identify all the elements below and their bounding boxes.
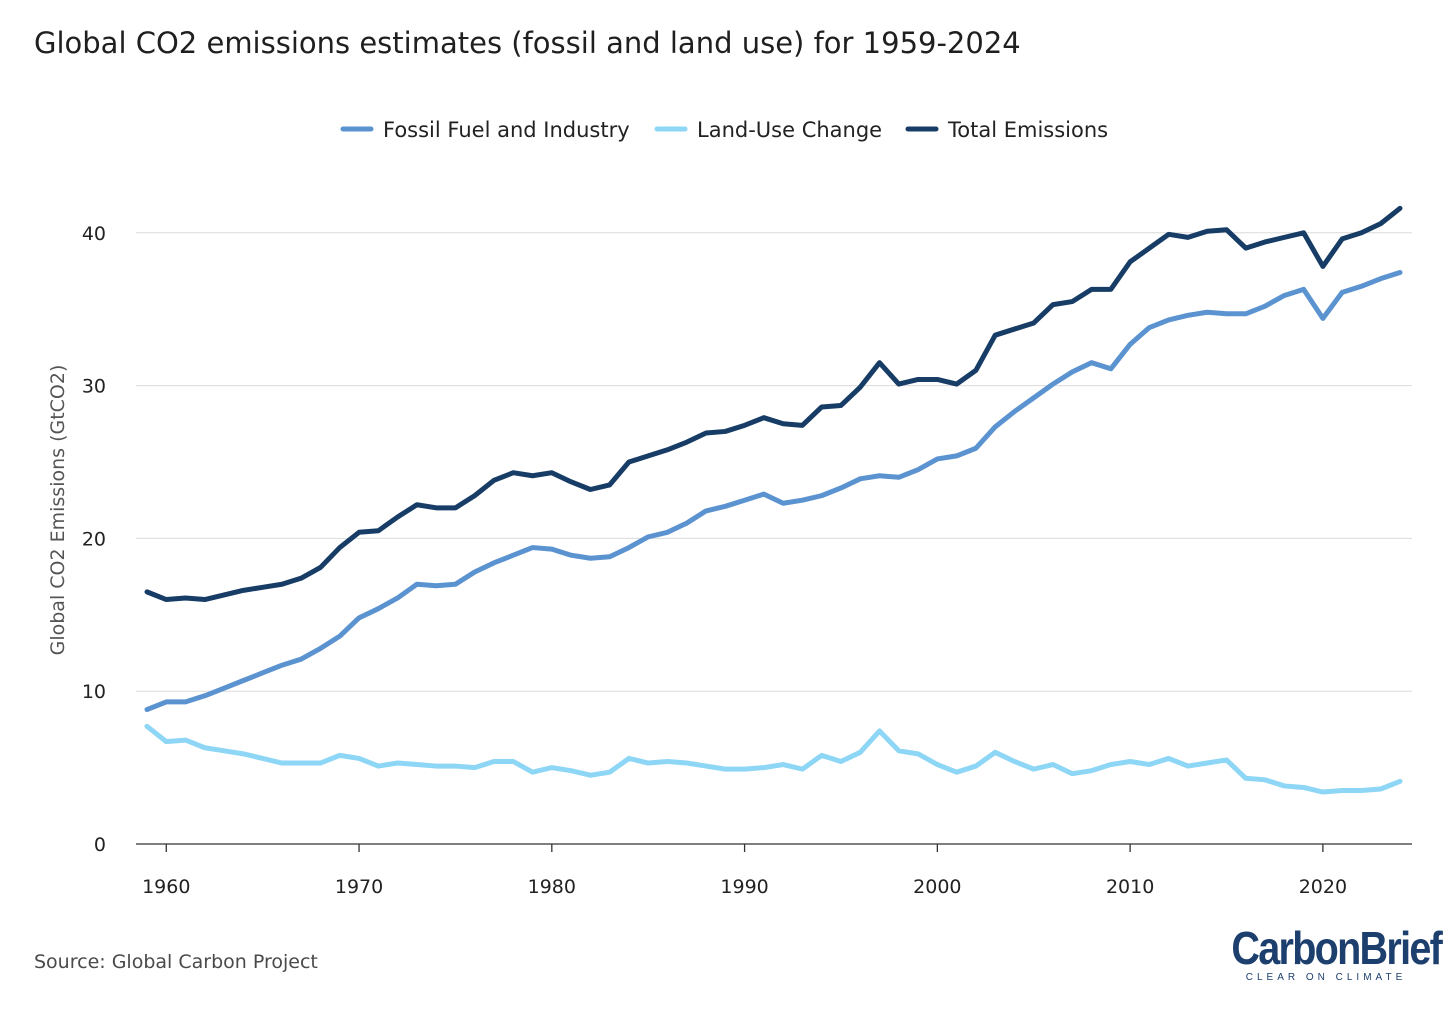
y-tick-label: 20: [82, 528, 106, 550]
x-tick-label: 1980: [528, 876, 576, 898]
gridlines: [136, 232, 1412, 692]
legend-item-total-emissions[interactable]: Total Emissions: [905, 118, 1108, 142]
y-tick-label: 40: [82, 223, 106, 245]
x-tick-label: 2010: [1106, 876, 1154, 898]
y-tick-label: 30: [82, 376, 106, 398]
axes: 0 10 20 30 40 1960 1970 1980 1990 2000 2010 2020: [82, 223, 1412, 898]
series-line-land-use-change: [144, 723, 1403, 795]
legend-label: Land-Use Change: [697, 118, 882, 142]
series-lines: [144, 205, 1403, 795]
x-tick-label: 1970: [335, 876, 383, 898]
legend-item-fossil-fuel-and-industry[interactable]: Fossil Fuel and Industry: [340, 118, 630, 142]
y-tick-label: 0: [94, 834, 106, 856]
chart-title: Global CO2 emissions estimates (fossil a…: [34, 26, 1021, 60]
x-tick-label: 2020: [1299, 876, 1347, 898]
legend[interactable]: Fossil Fuel and Industry Land-Use Change T…: [340, 118, 1108, 142]
y-tick-label: 10: [82, 681, 106, 703]
x-tick-label: 2000: [913, 876, 961, 898]
x-tick-label: 1990: [720, 876, 768, 898]
legend-label: Total Emissions: [947, 118, 1108, 142]
x-tick-label: 1960: [142, 876, 190, 898]
series-line-fossil-fuel-and-industry: [144, 270, 1403, 713]
source-note: Source: Global Carbon Project: [34, 951, 318, 973]
logo-wordmark: CarbonBrief: [1231, 922, 1442, 974]
legend-label: Fossil Fuel and Industry: [383, 118, 630, 142]
logo-tagline: CLEAR ON CLIMATE: [1245, 972, 1407, 983]
series-line-total-emissions: [144, 205, 1403, 603]
y-axis-label: Global CO2 Emissions (GtCO2): [47, 365, 69, 656]
legend-item-land-use-change[interactable]: Land-Use Change: [654, 118, 882, 142]
carbonbrief-logo: CarbonBrief CLEAR ON CLIMATE: [1216, 922, 1442, 983]
